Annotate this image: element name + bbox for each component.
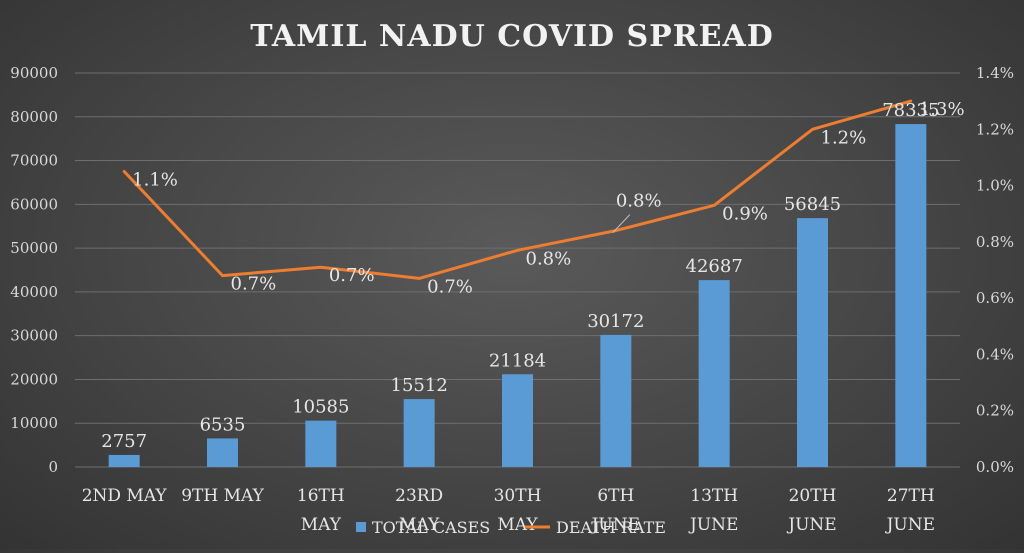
bar — [698, 280, 730, 467]
legend: TOTAL CASES DEATH RATE — [356, 518, 666, 537]
line-data-label: 0.9% — [722, 203, 768, 224]
category-label-line: 9TH MAY — [181, 486, 264, 506]
category-label-line: MAY — [301, 515, 342, 535]
category-label: 9TH MAY — [181, 486, 264, 506]
legend-label-death-rate: DEATH RATE — [556, 518, 666, 537]
right-axis-tick-label: 0.6% — [976, 289, 1014, 307]
bar-data-label: 6535 — [200, 414, 246, 435]
category-label: 13TH JUNE — [688, 486, 738, 535]
category-label-line: 16TH — [297, 486, 345, 506]
line-data-label: 1.2% — [821, 127, 867, 148]
bar-data-labels: 2757 6535 10585 15512 21184 30172 42687 56845 78… — [101, 100, 939, 452]
category-label: 23RD MAY — [395, 486, 443, 535]
right-axis-tick-label: 1.4% — [976, 64, 1014, 82]
category-label: 6TH JUNE — [590, 486, 640, 535]
right-axis: 0.0% 0.2% 0.4% 0.6% 0.8% 1.0% 1.2% 1.4% — [976, 64, 1014, 476]
left-axis-tick-label: 90000 — [10, 64, 58, 82]
right-axis-tick-label: 1.0% — [976, 177, 1014, 195]
category-label-line: 30TH — [494, 486, 542, 506]
category-axis: 2ND MAY 9TH MAY 16TH MAY 23RD MAY 30TH MAY 6TH JU… — [82, 486, 935, 535]
bar-data-label: 10585 — [292, 397, 349, 418]
category-label: 27TH JUNE — [885, 486, 935, 535]
left-axis-tick-label: 50000 — [10, 239, 58, 257]
legend-label-total-cases: TOTAL CASES — [372, 518, 490, 537]
line-data-label: 0.7% — [231, 274, 277, 295]
right-axis-tick-label: 0.0% — [976, 458, 1014, 476]
gridlines — [75, 72, 960, 468]
death-rate-line — [122, 99, 913, 280]
bar — [403, 399, 435, 467]
left-axis-tick-label: 40000 — [10, 283, 58, 301]
line-data-label: 0.7% — [329, 265, 375, 286]
right-axis-tick-label: 0.8% — [976, 233, 1014, 251]
line-data-label: 1.3% — [919, 99, 965, 120]
bar-data-label: 21184 — [489, 350, 546, 371]
bar — [502, 374, 533, 467]
category-label-line: JUNE — [590, 515, 640, 535]
category-label-line: 23RD — [395, 486, 443, 506]
category-label-line: MAY — [399, 515, 440, 535]
line-series — [122, 99, 913, 280]
category-label-line: JUNE — [688, 515, 738, 535]
bar-data-label: 15512 — [391, 375, 448, 396]
left-axis-tick-label: 0 — [48, 458, 58, 476]
line-data-label: 0.7% — [427, 276, 473, 297]
left-axis-tick-label: 70000 — [10, 152, 58, 170]
line-data-label: 0.8% — [616, 191, 662, 212]
category-label: 20TH JUNE — [786, 486, 836, 535]
line-data-label: 1.1% — [132, 170, 178, 191]
bar — [895, 124, 927, 468]
bar — [207, 438, 238, 467]
category-label: 16TH MAY — [297, 486, 345, 535]
bar — [108, 454, 140, 467]
category-label-line: 20TH — [789, 486, 837, 506]
bar-data-label: 30172 — [587, 311, 644, 332]
bar — [797, 218, 828, 467]
left-axis: 0 10000 20000 30000 40000 50000 60000 70000 8000… — [10, 64, 58, 476]
left-axis-tick-label: 10000 — [10, 414, 58, 432]
left-axis-tick-label: 20000 — [10, 370, 58, 388]
legend-swatch-total-cases — [356, 522, 366, 532]
left-axis-tick-label: 60000 — [10, 195, 58, 213]
line-data-labels: 1.1% 0.7% 0.7% 0.7% 0.8% 0.8% 0.9% 1.2% 1.3% — [132, 99, 964, 297]
bar-data-label: 42687 — [686, 256, 743, 277]
right-axis-tick-label: 0.2% — [976, 402, 1014, 420]
bar-data-label: 2757 — [101, 431, 147, 452]
bar-series — [108, 124, 927, 468]
category-label-line: 6TH — [597, 486, 634, 506]
left-axis-tick-label: 30000 — [10, 327, 58, 345]
category-label: 30TH MAY — [494, 486, 542, 535]
category-label-line: 2ND MAY — [82, 486, 168, 506]
bar-data-label: 56845 — [784, 194, 841, 215]
line-data-label: 0.8% — [526, 248, 572, 269]
leader-line — [612, 214, 631, 233]
category-label-line: 13TH — [690, 486, 738, 506]
right-axis-tick-label: 0.4% — [976, 345, 1014, 363]
category-label: 2ND MAY — [82, 486, 168, 506]
right-axis-tick-label: 1.2% — [976, 120, 1014, 138]
bar-data-label: 78335 — [882, 100, 939, 121]
category-label-line: JUNE — [885, 515, 935, 535]
category-label-line: MAY — [497, 515, 538, 535]
category-label-line: 27TH — [887, 486, 935, 506]
bar — [600, 334, 632, 467]
left-axis-tick-label: 80000 — [10, 108, 58, 126]
chart-title: TAMIL NADU COVID SPREAD — [250, 19, 774, 54]
bar — [305, 420, 337, 467]
category-label-line: JUNE — [786, 515, 836, 535]
